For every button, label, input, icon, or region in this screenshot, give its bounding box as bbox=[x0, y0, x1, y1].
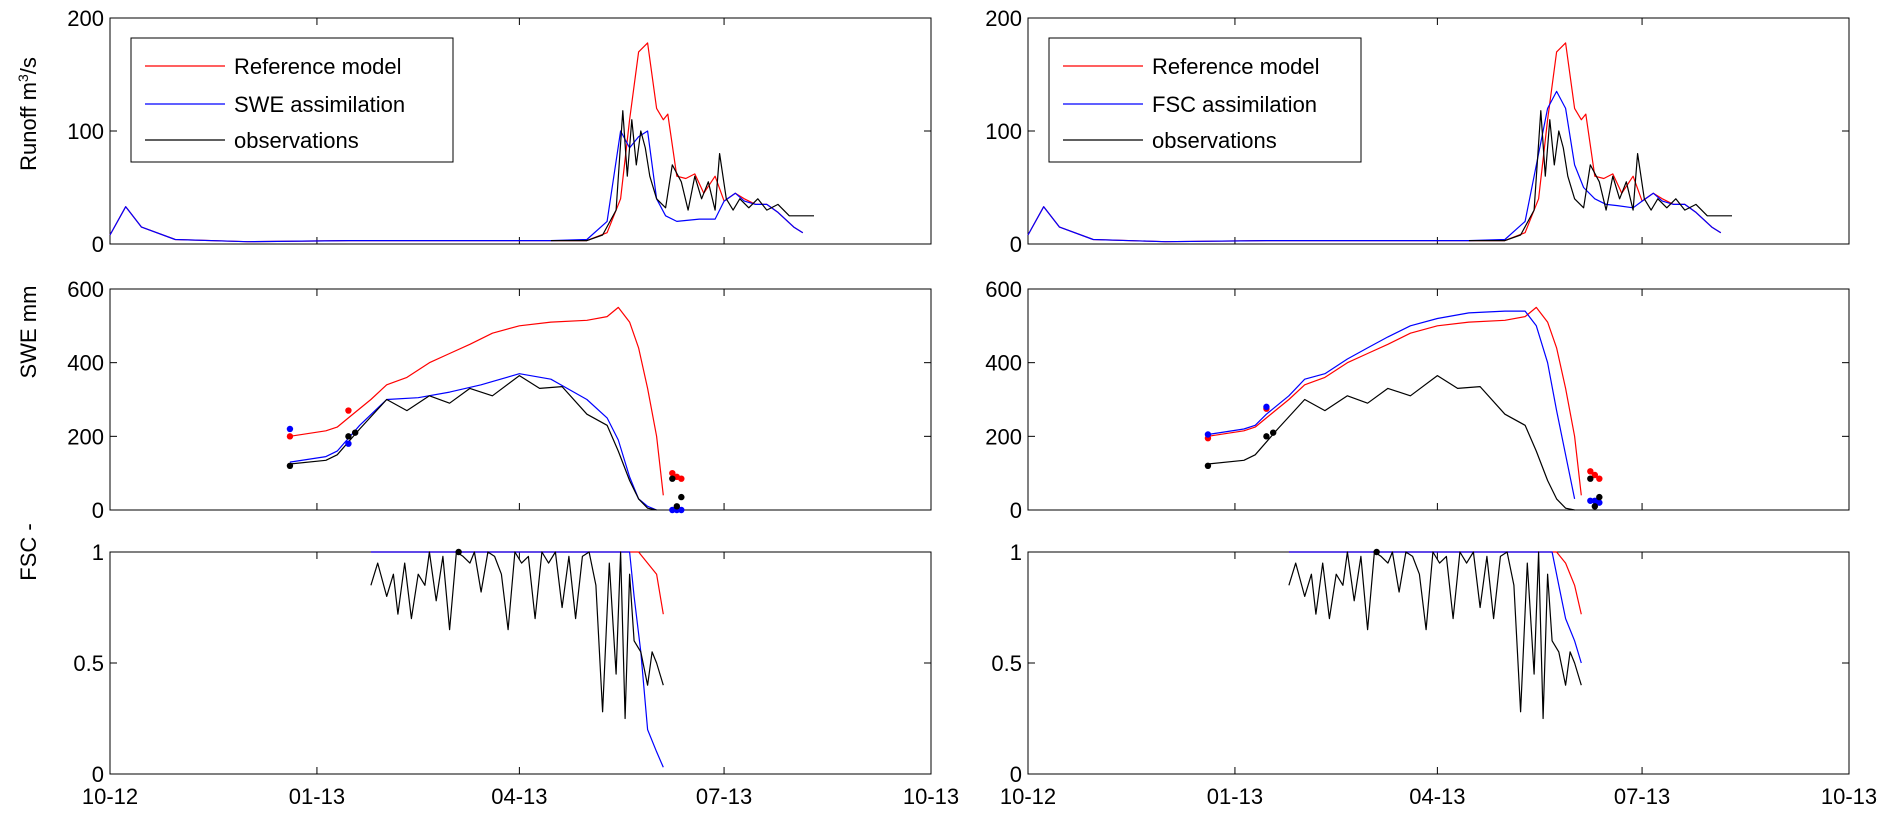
data-point bbox=[669, 475, 676, 482]
runoff-panel-left: 0 100 200 bbox=[67, 6, 932, 257]
y-tick-label: 400 bbox=[985, 351, 1022, 376]
y-tick-label: 0 bbox=[92, 498, 104, 523]
data-point bbox=[1263, 403, 1270, 411]
data-point bbox=[345, 433, 352, 440]
legend-right: Reference model FSC assimilation observa… bbox=[1048, 37, 1362, 163]
series-line-reference-model bbox=[289, 306, 664, 496]
data-point bbox=[1591, 471, 1599, 479]
axes-box bbox=[1027, 551, 1850, 775]
x-tick-label: 10-12 bbox=[82, 784, 138, 809]
legend-right-box bbox=[1048, 37, 1362, 163]
x-tick-label: 07-13 bbox=[696, 784, 752, 809]
series-line-observations bbox=[1468, 110, 1732, 242]
x-tick-label: 10-12 bbox=[1000, 784, 1056, 809]
data-point bbox=[345, 440, 352, 447]
series-line-observations bbox=[1207, 375, 1575, 511]
data-point bbox=[1596, 499, 1603, 506]
y-tick-label: 0.5 bbox=[991, 651, 1022, 676]
legend-right-label-assim: FSC assimilation bbox=[1152, 92, 1317, 117]
x-tick-label: 07-13 bbox=[1614, 784, 1670, 809]
y-tick-label: 0 bbox=[92, 232, 104, 257]
y-tick-label: 600 bbox=[67, 277, 104, 302]
swe-ylabel: SWE mm bbox=[16, 286, 41, 379]
y-tick-label: 600 bbox=[985, 277, 1022, 302]
data-point bbox=[1587, 497, 1594, 504]
y-tick-label: 0 bbox=[1010, 498, 1022, 523]
series-line-observations bbox=[289, 375, 657, 511]
data-point bbox=[345, 407, 352, 414]
axes-box bbox=[109, 551, 932, 775]
swe-panel-left: 0 200 400 600 bbox=[67, 277, 932, 523]
legend-right-label-obs: observations bbox=[1152, 128, 1277, 153]
y-tick-label: 1 bbox=[92, 540, 104, 565]
data-point bbox=[1204, 431, 1212, 438]
y-tick-label: 1 bbox=[1010, 540, 1022, 565]
y-tick-label: 200 bbox=[67, 6, 104, 31]
series-line-swe-assimilation bbox=[109, 130, 804, 243]
data-point bbox=[669, 506, 676, 514]
data-point bbox=[678, 506, 685, 514]
legend-left-box bbox=[130, 37, 454, 163]
x-tick-label: 01-13 bbox=[289, 784, 345, 809]
data-point bbox=[1591, 503, 1599, 510]
series-line-reference-model bbox=[1207, 306, 1582, 496]
fsc-panel-left: 0 0.5 1 10-12 01-13 04-13 07-13 10-13 bbox=[73, 540, 959, 809]
runoff-ylabel: Runoff m3/s bbox=[15, 57, 41, 171]
swe-panel-right: 0 200 400 600 bbox=[985, 277, 1850, 523]
runoff-ylabel-sup: 3 bbox=[15, 74, 31, 82]
runoff-ylabel-tail: /s bbox=[16, 57, 41, 74]
data-point bbox=[1596, 475, 1603, 482]
axes-box bbox=[1027, 288, 1850, 511]
y-tick-label: 0 bbox=[1010, 762, 1022, 787]
y-tick-label: 200 bbox=[67, 424, 104, 449]
y-tick-label: 400 bbox=[67, 351, 104, 376]
series-line-observations bbox=[370, 551, 664, 720]
y-tick-label: 200 bbox=[985, 424, 1022, 449]
fsc-panel-right: 0 0.5 1 10-12 01-13 04-13 07-13 10-13 bbox=[991, 540, 1877, 809]
legend-left-label-assim: SWE assimilation bbox=[234, 92, 405, 117]
x-tick-label: 01-13 bbox=[1207, 784, 1263, 809]
data-point bbox=[1596, 493, 1603, 501]
y-tick-label: 0.5 bbox=[73, 651, 104, 676]
data-point bbox=[673, 503, 681, 510]
data-point bbox=[1204, 462, 1212, 469]
series-line-swe-assimilation bbox=[289, 373, 657, 511]
data-point bbox=[1587, 475, 1594, 482]
runoff-panel-right: 0 100 200 bbox=[985, 6, 1850, 257]
x-tick-label: 04-13 bbox=[1409, 784, 1465, 809]
data-point bbox=[1269, 429, 1277, 436]
fsc-ylabel: FSC - bbox=[16, 523, 41, 580]
x-tick-label: 10-13 bbox=[1821, 784, 1877, 809]
series-line-fsc-assimilation bbox=[1027, 90, 1722, 243]
data-point bbox=[351, 429, 359, 436]
data-point bbox=[286, 425, 294, 433]
series-line-fsc-assimilation bbox=[1207, 310, 1576, 500]
y-tick-label: 100 bbox=[67, 119, 104, 144]
data-point bbox=[1587, 468, 1594, 475]
data-point bbox=[455, 548, 462, 556]
y-tick-label: 100 bbox=[985, 119, 1022, 144]
data-point bbox=[1373, 548, 1380, 556]
series-line-fsc-assimilation bbox=[1288, 551, 1582, 664]
runoff-ylabel-main: Runoff m bbox=[16, 82, 41, 171]
y-tick-label: 0 bbox=[92, 762, 104, 787]
legend-left: Reference model SWE assimilation observa… bbox=[130, 37, 454, 163]
legend-left-label-obs: observations bbox=[234, 128, 359, 153]
x-tick-label: 10-13 bbox=[903, 784, 959, 809]
data-point bbox=[678, 475, 685, 482]
legend-right-label-reference: Reference model bbox=[1152, 54, 1320, 79]
data-point bbox=[669, 469, 676, 477]
axes-box bbox=[109, 288, 932, 511]
legend-left-label-reference: Reference model bbox=[234, 54, 402, 79]
data-point bbox=[286, 433, 294, 440]
data-point bbox=[1263, 433, 1270, 440]
y-tick-label: 0 bbox=[1010, 232, 1022, 257]
x-tick-label: 04-13 bbox=[491, 784, 547, 809]
series-line-observations bbox=[1288, 551, 1582, 720]
data-point bbox=[678, 493, 685, 501]
series-line-observations bbox=[550, 110, 814, 242]
data-point bbox=[286, 462, 294, 469]
y-tick-label: 200 bbox=[985, 6, 1022, 31]
